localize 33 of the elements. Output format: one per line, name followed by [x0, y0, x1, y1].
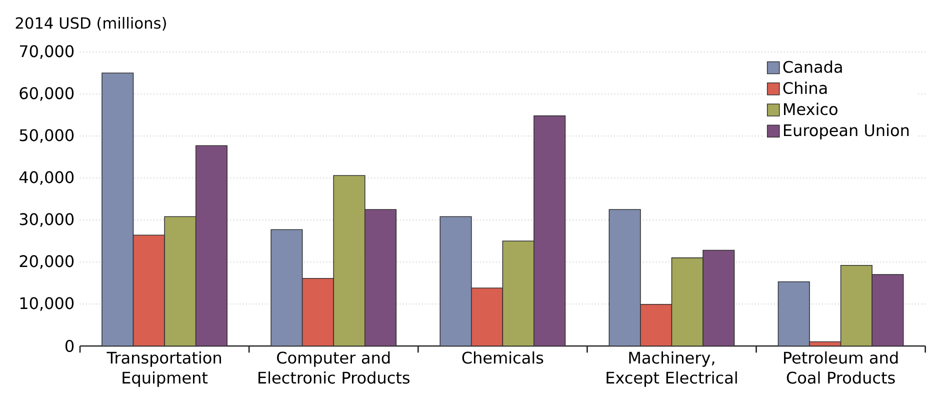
legend-label: Canada: [783, 60, 842, 73]
x-tick-label: Chemicals: [462, 351, 544, 364]
bar: [671, 257, 704, 346]
y-tick-label: 60,000: [20, 87, 74, 101]
x-tick-label: Machinery, Except Electrical: [606, 351, 737, 387]
legend-label: Mexico: [784, 102, 838, 116]
y-tick-label: 40,000: [19, 171, 74, 185]
y-tick-label: 50,000: [20, 129, 74, 143]
y-tick-label: 10,000: [20, 297, 74, 311]
legend-label: European Union: [784, 124, 909, 140]
bar: [534, 115, 566, 346]
bar: [440, 216, 472, 346]
legend-label: China: [783, 82, 827, 94]
x-tick-label: Petroleum and Coal Products: [784, 351, 898, 384]
bar: [195, 145, 228, 346]
bar: [702, 250, 735, 346]
y-tick-label: 70,000: [20, 45, 74, 59]
y-axis-title: 2014 USD (millions): [16, 16, 166, 31]
bar: [364, 209, 397, 346]
bar: [502, 240, 534, 346]
y-tick-label: 30,000: [20, 213, 74, 227]
bar: [778, 281, 810, 346]
y-tick-label: 20,000: [20, 255, 74, 269]
bar: [333, 175, 366, 346]
bar: [840, 264, 872, 346]
bar: [270, 229, 303, 346]
bar: [164, 216, 196, 346]
bar: [102, 72, 134, 346]
x-tick-label: Transportation Equipment: [106, 351, 221, 387]
y-tick-label: 0: [66, 340, 74, 352]
bar: [608, 209, 641, 346]
x-tick-label: Computer and Electronic Products: [258, 351, 410, 384]
bar: [872, 274, 904, 346]
